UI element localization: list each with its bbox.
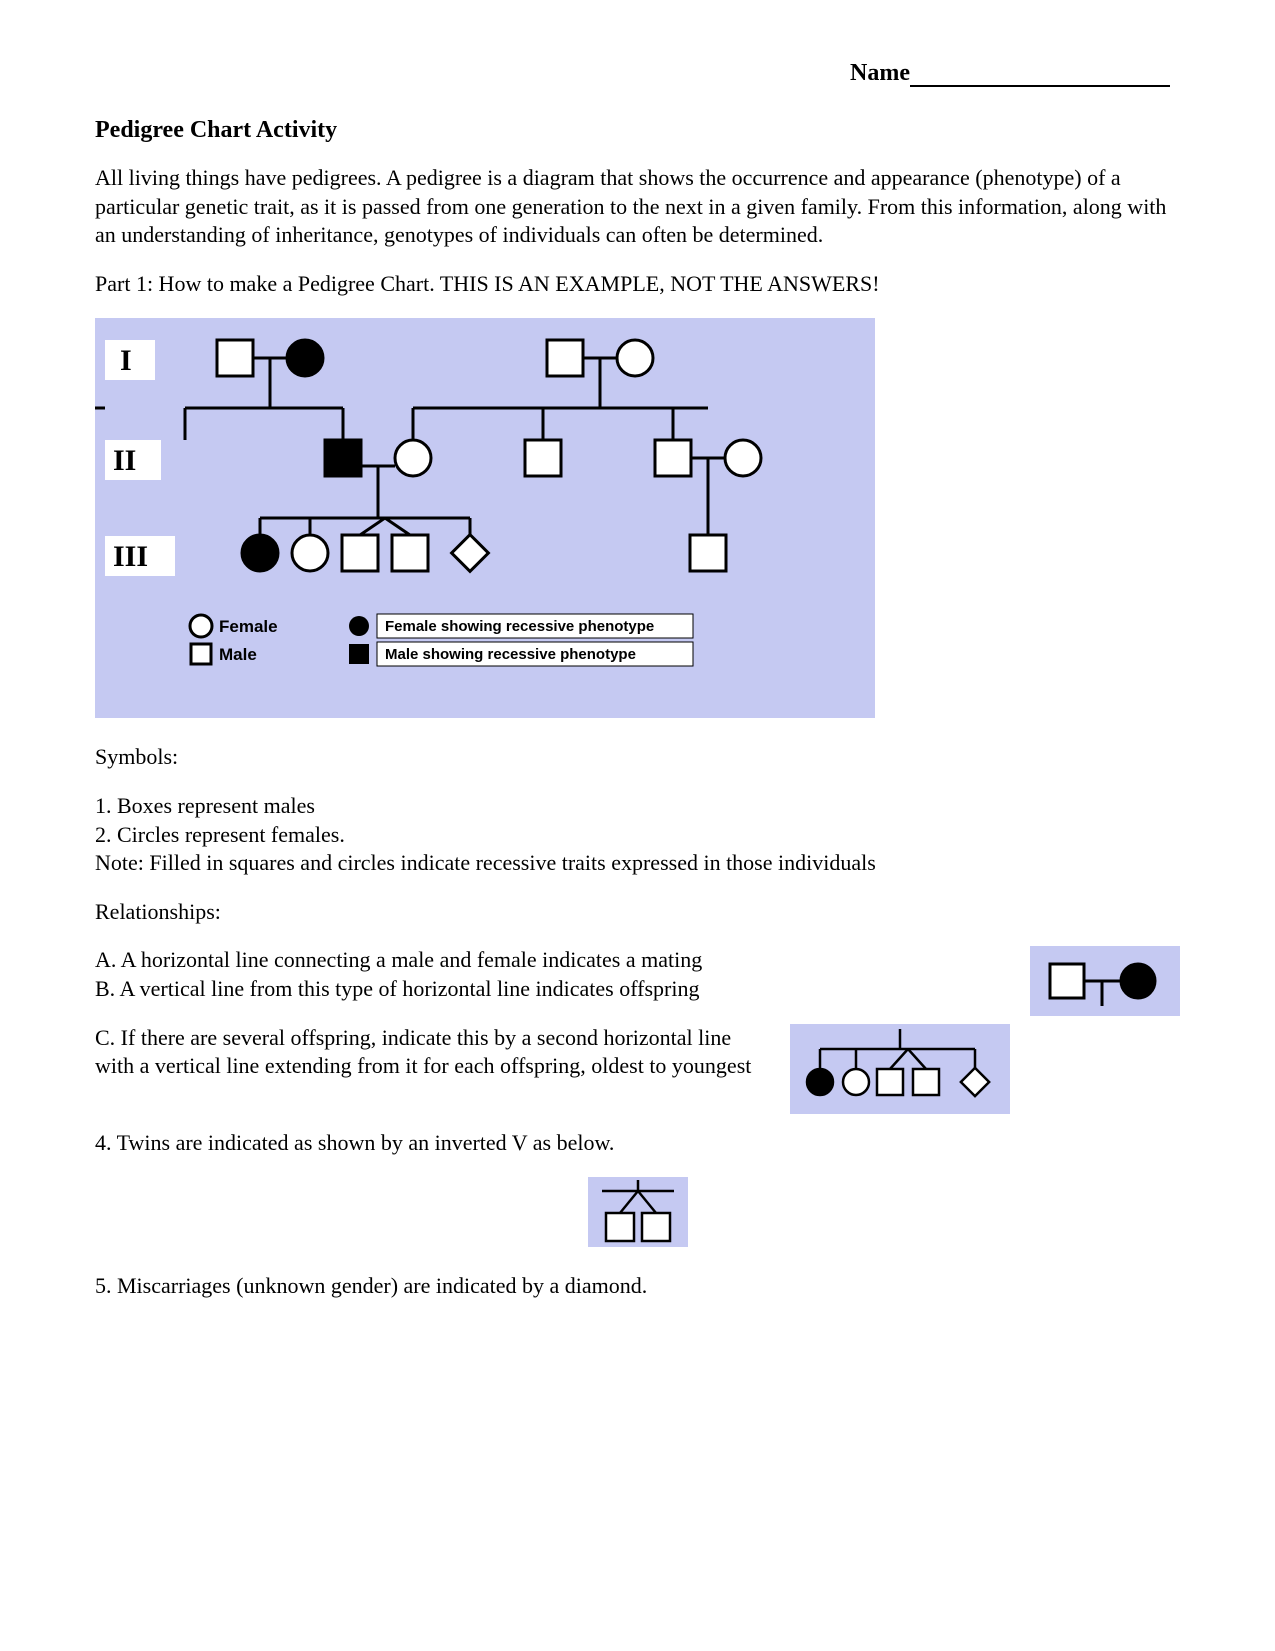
male-symbol <box>342 535 378 571</box>
male-symbol <box>547 340 583 376</box>
gen-label-2: II <box>113 444 136 477</box>
male-symbol <box>525 440 561 476</box>
relationships-item-5: 5. Miscarriages (unknown gender) are ind… <box>95 1272 1180 1301</box>
relationships-item-c: C. If there are several offspring, indic… <box>95 1024 1180 1081</box>
main-pedigree-chart: I II III <box>95 318 1180 723</box>
relationships-item-4: 4. Twins are indicated as shown by an in… <box>95 1129 1180 1158</box>
female-symbol <box>843 1069 869 1095</box>
symbols-item-2: 2. Circles represent females. <box>95 821 1180 850</box>
intro-paragraph: All living things have pedigrees. A pedi… <box>95 164 1180 250</box>
relationships-heading: Relationships: <box>95 898 1180 927</box>
part1-heading: Part 1: How to make a Pedigree Chart. TH… <box>95 270 1180 299</box>
symbols-item-1: 1. Boxes represent males <box>95 792 1180 821</box>
symbols-heading: Symbols: <box>95 743 1180 772</box>
male-symbol <box>392 535 428 571</box>
male-symbol <box>877 1069 903 1095</box>
female-affected-symbol <box>807 1069 833 1095</box>
legend-female-affected-icon <box>349 616 369 636</box>
male-symbol <box>642 1213 670 1241</box>
female-symbol <box>292 535 328 571</box>
mating-fragment-chart <box>1030 946 1180 1021</box>
female-affected-symbol <box>1121 964 1155 998</box>
male-symbol <box>655 440 691 476</box>
female-affected-symbol <box>287 340 323 376</box>
legend-female-label: Female <box>219 617 278 636</box>
symbols-note: Note: Filled in squares and circles indi… <box>95 849 1180 878</box>
female-symbol <box>617 340 653 376</box>
legend-female-icon <box>190 615 212 637</box>
legend-male-icon <box>191 644 211 664</box>
twins-fragment-chart <box>95 1177 1180 1252</box>
female-affected-symbol <box>242 535 278 571</box>
male-symbol <box>606 1213 634 1241</box>
legend-female-affected-label: Female showing recessive phenotype <box>385 618 654 635</box>
male-symbol <box>1050 964 1084 998</box>
female-symbol <box>725 440 761 476</box>
offspring-fragment-chart <box>790 1024 1010 1119</box>
male-symbol <box>690 535 726 571</box>
page-title: Pedigree Chart Activity <box>95 117 1180 144</box>
name-field: Name <box>95 60 1180 87</box>
male-affected-symbol <box>325 440 361 476</box>
relationships-item-a: A. A horizontal line connecting a male a… <box>95 946 1180 975</box>
gen-label-1: I <box>120 344 132 377</box>
relationships-item-b: B. A vertical line from this type of hor… <box>95 975 1180 1004</box>
gen-label-3: III <box>113 540 148 573</box>
legend-male-label: Male <box>219 645 257 664</box>
name-label: Name <box>850 60 910 86</box>
female-symbol <box>395 440 431 476</box>
legend-male-affected-icon <box>349 644 369 664</box>
legend-male-affected-label: Male showing recessive phenotype <box>385 646 636 663</box>
male-symbol <box>217 340 253 376</box>
male-symbol <box>913 1069 939 1095</box>
